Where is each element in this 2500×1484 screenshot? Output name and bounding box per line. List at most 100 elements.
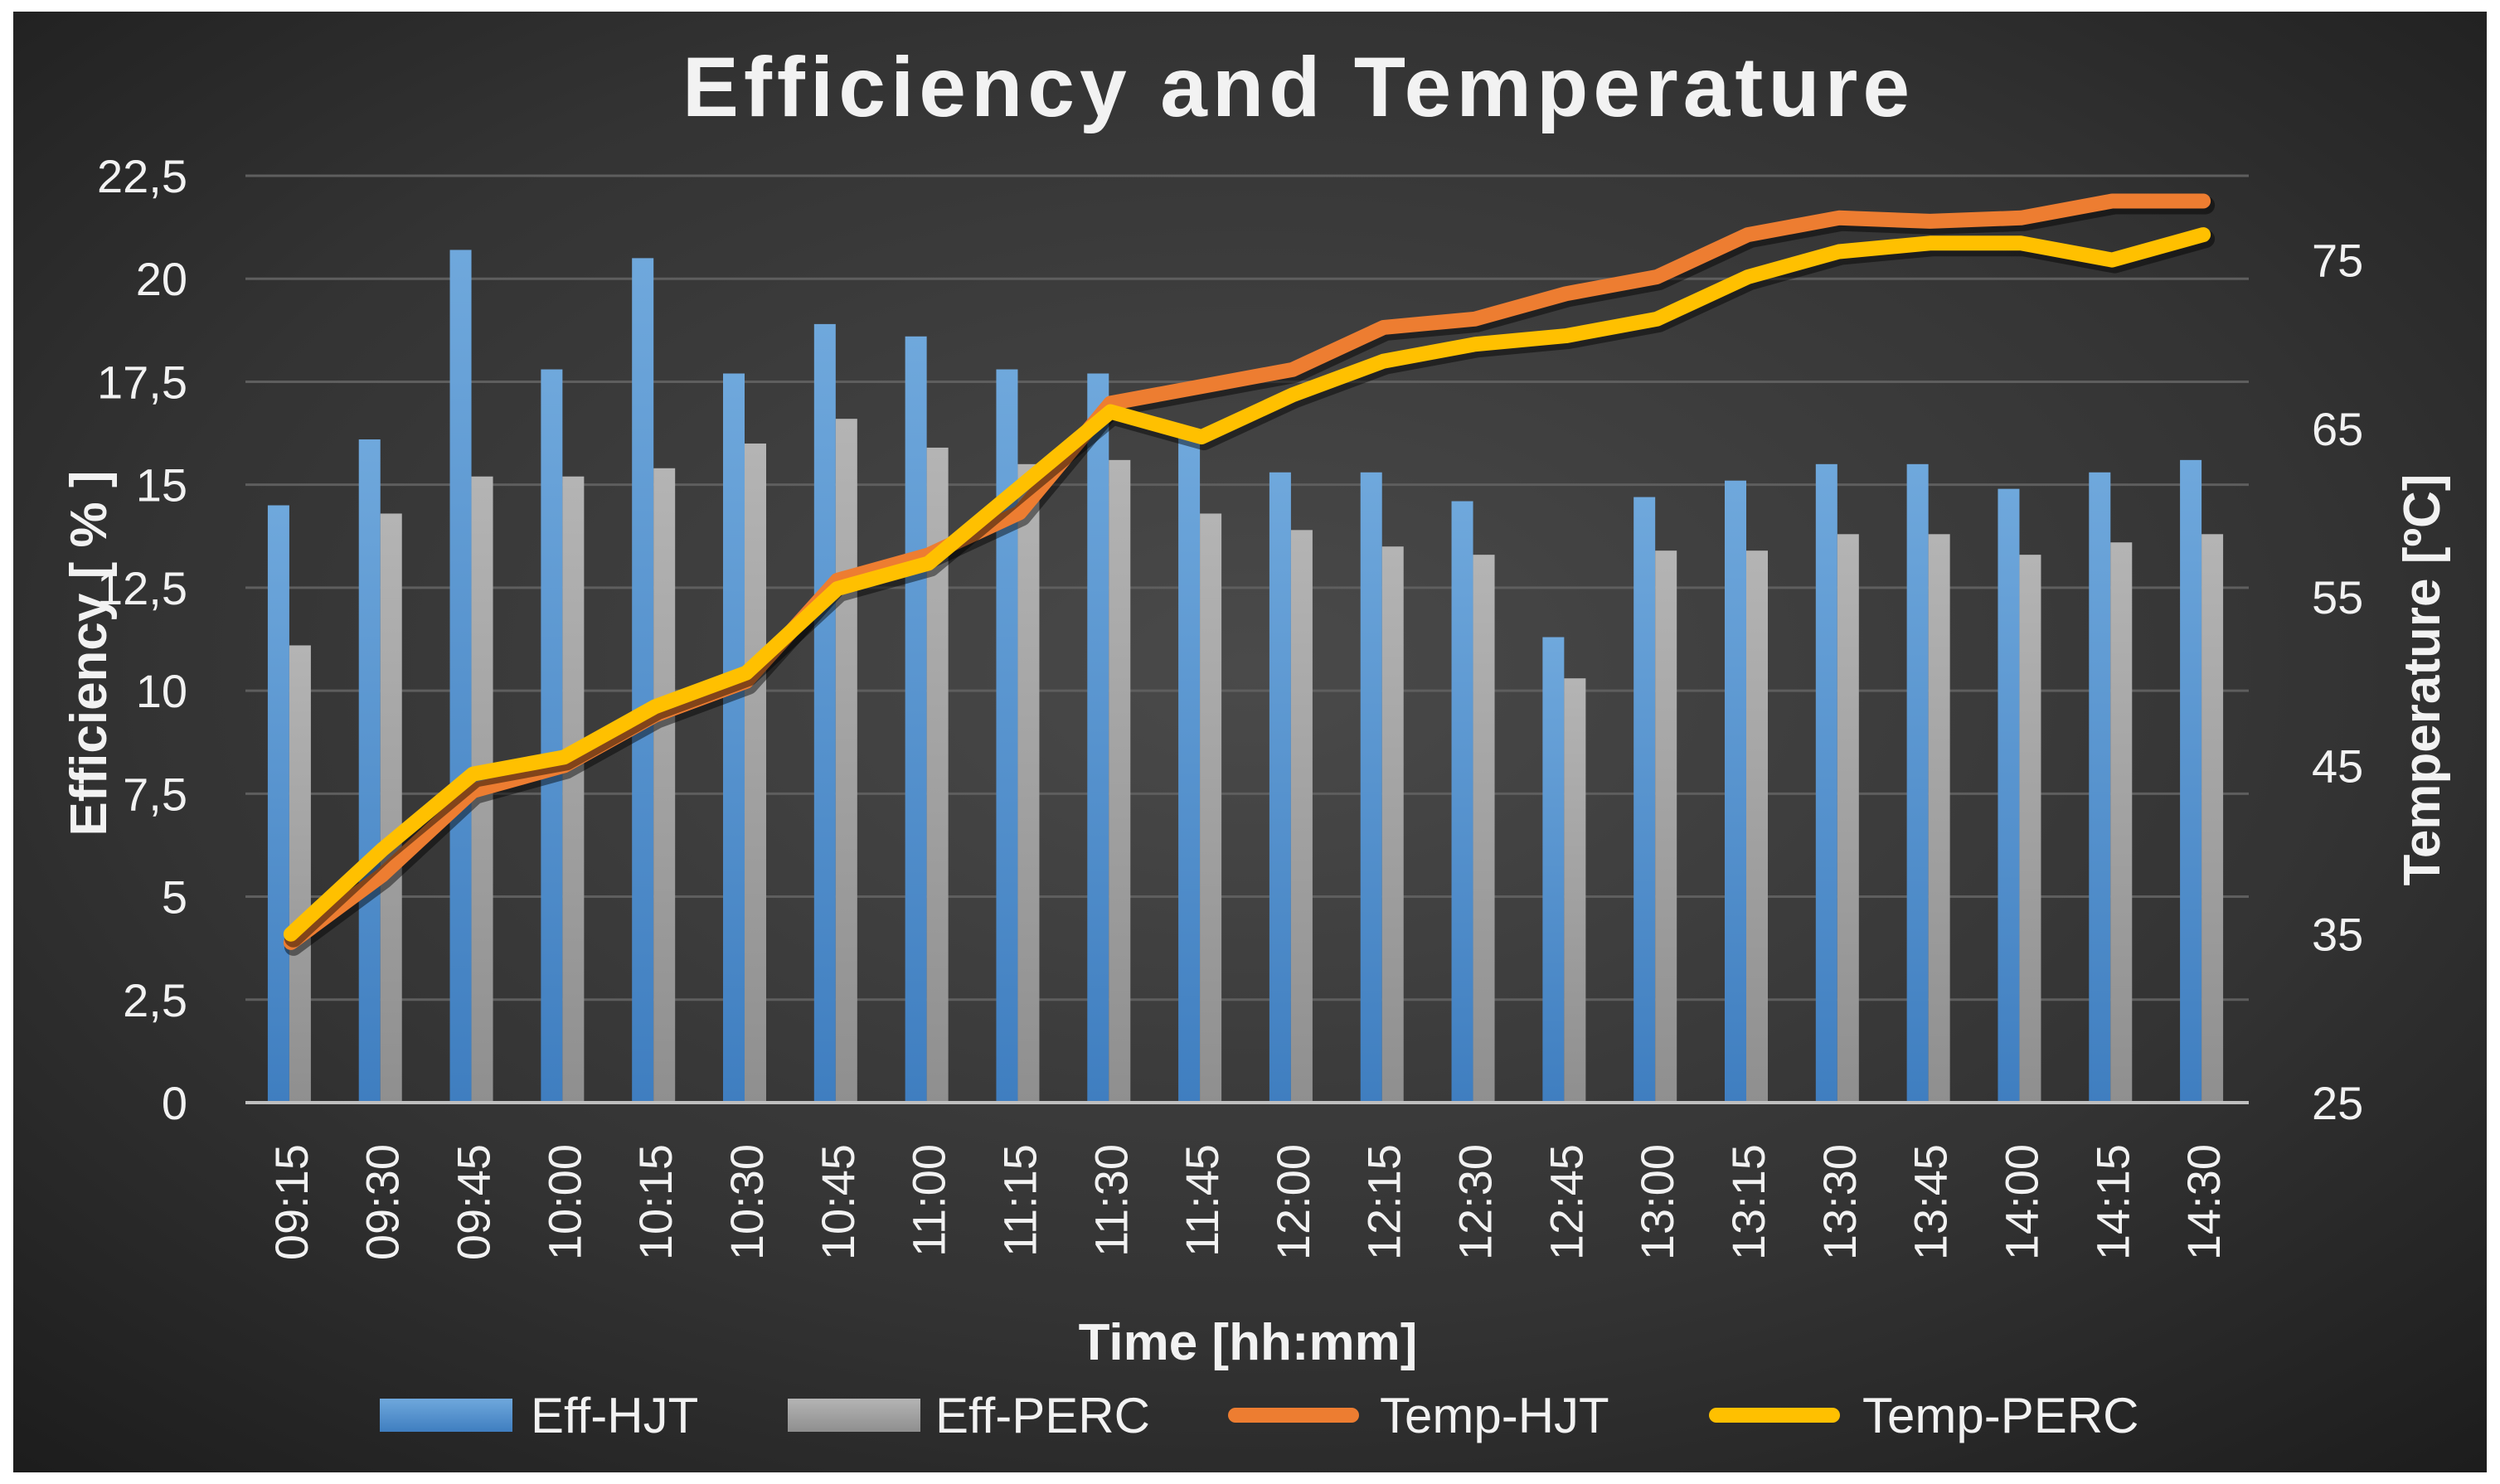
point-temp-perc xyxy=(1018,487,1020,488)
x-tick-label: 11:15 xyxy=(993,1144,1046,1257)
point-temp-perc xyxy=(290,934,292,935)
bar-eff-perc xyxy=(1655,550,1677,1103)
point-temp-hjt xyxy=(1474,318,1476,320)
y-tick-label: 7,5 xyxy=(123,768,187,820)
bar-eff-hjt xyxy=(1451,501,1473,1103)
bar-eff-hjt xyxy=(632,258,654,1103)
x-tick-label: 10:15 xyxy=(629,1144,682,1260)
x-tick-label: 14:15 xyxy=(2086,1144,2138,1260)
legend-label-temp-perc: Temp-PERC xyxy=(1862,1388,2138,1443)
point-temp-hjt xyxy=(1383,327,1385,328)
bar-eff-perc xyxy=(1564,678,1586,1103)
bar-eff-perc xyxy=(1473,555,1495,1103)
bar-eff-hjt xyxy=(905,336,927,1103)
bar-eff-perc xyxy=(835,419,857,1103)
point-temp-perc xyxy=(381,849,383,851)
bar-eff-hjt xyxy=(1542,637,1565,1103)
point-temp-hjt xyxy=(381,875,383,876)
y-tick-label: 12,5 xyxy=(97,562,187,614)
x-tick-label: 09:30 xyxy=(357,1144,409,1260)
point-temp-perc xyxy=(2111,259,2113,261)
bar-eff-hjt xyxy=(1725,480,1746,1103)
point-temp-perc xyxy=(928,563,930,565)
bar-eff-perc xyxy=(1837,534,1859,1103)
bar-eff-hjt xyxy=(541,369,563,1103)
bar-eff-perc xyxy=(1746,550,1768,1103)
point-temp-perc xyxy=(1838,250,1840,252)
point-temp-perc xyxy=(563,756,565,758)
chart-title: Efficiency and Temperature xyxy=(682,40,1915,134)
point-temp-hjt xyxy=(2202,200,2204,201)
bar-eff-perc xyxy=(289,645,311,1103)
point-temp-perc xyxy=(473,774,474,775)
x-tick-label: 14:30 xyxy=(2177,1144,2230,1260)
bar-eff-perc xyxy=(745,443,766,1103)
x-tick-label: 12:15 xyxy=(1358,1144,1410,1260)
point-temp-perc xyxy=(745,672,747,674)
bar-eff-perc xyxy=(1200,513,1222,1103)
legend-swatch-eff-perc xyxy=(788,1399,920,1432)
bar-eff-hjt xyxy=(1178,435,1201,1103)
point-temp-perc xyxy=(654,706,656,707)
bar-eff-hjt xyxy=(996,369,1018,1103)
bar-eff-perc xyxy=(2201,534,2224,1103)
bar-eff-hjt xyxy=(723,373,745,1103)
bar-eff-hjt xyxy=(1815,463,1837,1103)
point-temp-hjt xyxy=(1201,386,1202,387)
bar-eff-perc xyxy=(1381,546,1404,1103)
point-temp-hjt xyxy=(1292,369,1294,371)
bar-eff-hjt xyxy=(358,439,381,1103)
y-axis-label: Efficiency [ % ] xyxy=(61,471,118,837)
y-tick-label: 10 xyxy=(136,665,187,717)
point-temp-perc xyxy=(1656,318,1658,320)
point-temp-hjt xyxy=(1930,221,1931,222)
x-tick-label: 14:00 xyxy=(1995,1144,2047,1260)
point-temp-perc xyxy=(1383,361,1385,362)
point-temp-perc xyxy=(1201,436,1202,438)
y-tick-label: 17,5 xyxy=(97,356,187,408)
bar-eff-perc xyxy=(2019,555,2041,1103)
x-tick-label: 13:30 xyxy=(1813,1144,1866,1260)
x-axis-label: Time [hh:mm] xyxy=(1079,1314,1418,1371)
point-temp-hjt xyxy=(1565,293,1566,294)
y2-tick-label: 45 xyxy=(2312,740,2363,792)
bar-eff-perc xyxy=(2110,542,2133,1103)
x-tick-label: 10:00 xyxy=(538,1144,590,1260)
y-tick-label: 5 xyxy=(162,871,187,924)
point-temp-perc xyxy=(837,588,838,589)
bar-eff-perc xyxy=(1109,459,1131,1103)
x-tick-label: 09:15 xyxy=(265,1144,318,1260)
bar-eff-hjt xyxy=(267,505,289,1103)
bar-eff-hjt xyxy=(1269,472,1291,1103)
legend-swatch-eff-hjt xyxy=(380,1399,512,1432)
legend-label-eff-hjt: Eff-HJT xyxy=(531,1388,698,1443)
point-temp-hjt xyxy=(1656,276,1658,278)
y2-tick-label: 25 xyxy=(2312,1077,2363,1129)
bar-eff-perc xyxy=(1017,463,1040,1103)
x-tick-label: 10:30 xyxy=(721,1144,773,1260)
x-tick-label: 09:45 xyxy=(448,1144,500,1260)
point-temp-perc xyxy=(1565,335,1566,337)
x-tick-label: 13:45 xyxy=(1905,1144,1957,1260)
y-tick-label: 15 xyxy=(136,459,187,512)
point-temp-hjt xyxy=(1018,512,1020,514)
x-tick-label: 13:00 xyxy=(1631,1144,1683,1260)
bar-eff-perc xyxy=(653,468,676,1103)
y-tick-label: 22,5 xyxy=(97,150,187,202)
point-temp-perc xyxy=(1109,411,1111,413)
point-temp-hjt xyxy=(2111,200,2113,201)
point-temp-hjt xyxy=(1747,234,1749,235)
x-tick-label: 13:15 xyxy=(1722,1144,1774,1260)
point-temp-hjt xyxy=(1838,217,1840,219)
line-series xyxy=(283,193,2216,956)
y2-tick-label: 65 xyxy=(2312,403,2363,455)
bar-eff-hjt xyxy=(1360,472,1382,1103)
y2-tick-label: 35 xyxy=(2312,909,2363,961)
bar-eff-hjt xyxy=(449,250,472,1103)
tick-labels: 0 2,5 5 7,5 10 12,5 15 17,5 20 22,5 25 35 45 55 65 75 09… xyxy=(97,150,2363,1260)
point-temp-hjt xyxy=(2020,217,2022,219)
point-temp-perc xyxy=(1474,343,1476,345)
y-tick-label: 20 xyxy=(136,253,187,305)
bar-eff-hjt xyxy=(813,323,836,1103)
